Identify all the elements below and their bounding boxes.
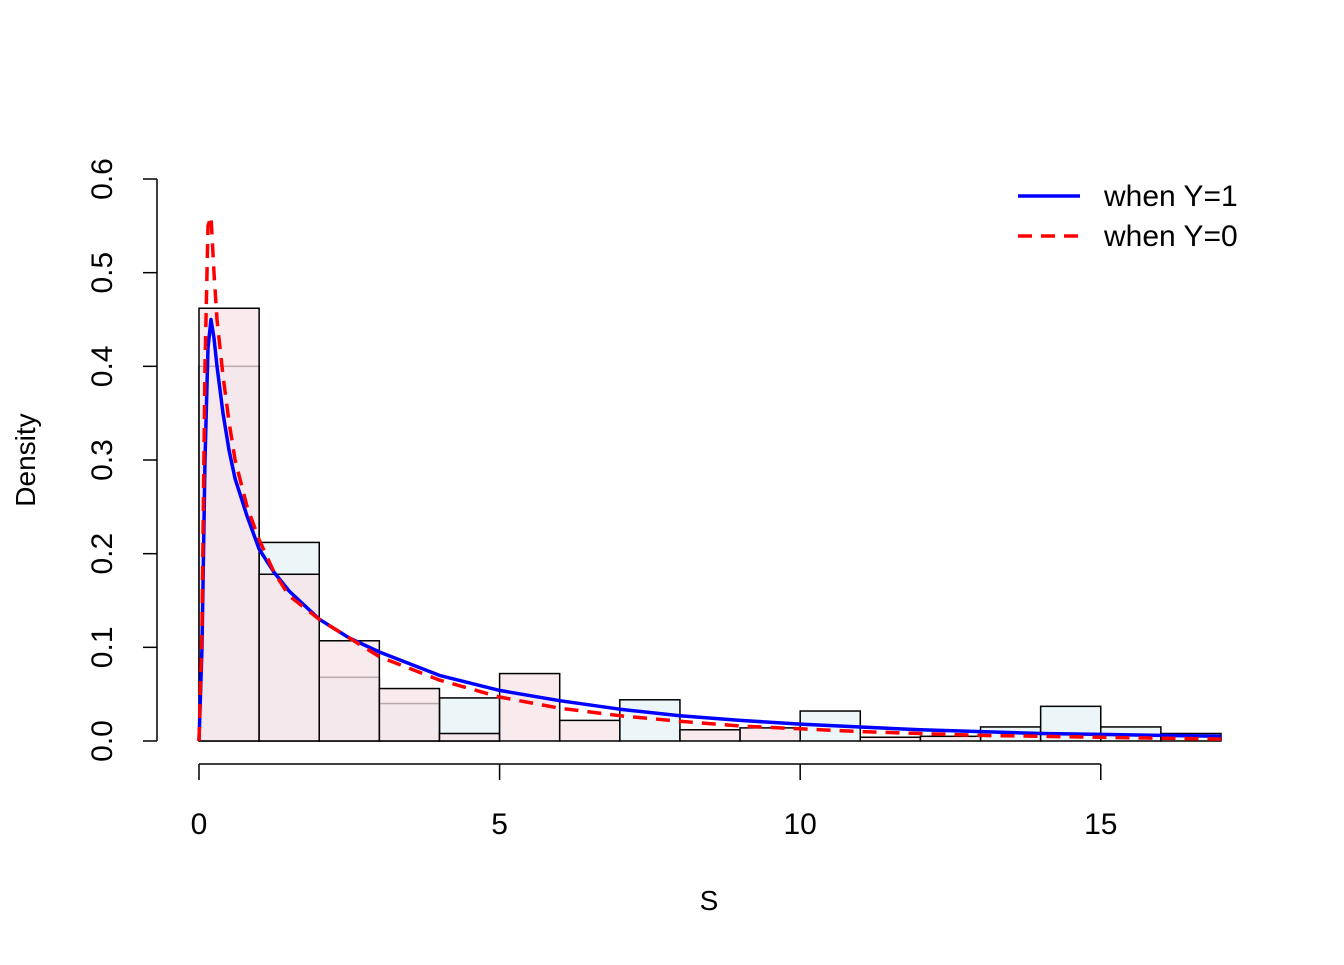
y-tick-label-5: 0.5 — [86, 252, 119, 294]
density-curves — [197, 214, 1222, 742]
hist-bar-y0-6 — [558, 719, 621, 742]
x-tick-label-1: 5 — [491, 808, 508, 841]
y-tick-label-2: 0.2 — [86, 533, 119, 575]
y-tick-label-6: 0.6 — [86, 158, 119, 200]
y-tick-label-0: 0.0 — [86, 720, 119, 762]
density-curve-y0 — [197, 214, 1222, 742]
x-tick-label-2: 10 — [783, 808, 816, 841]
legend-label-y1: when Y=1 — [1103, 180, 1238, 213]
hist-bar-y0-11 — [859, 736, 922, 742]
legend-label-y0: when Y=0 — [1103, 220, 1238, 253]
hist-bar-y0-8 — [679, 729, 741, 742]
hist-bar-y0-2 — [318, 640, 381, 742]
y-tick-label-1: 0.1 — [86, 626, 119, 668]
hist-bar-y0-3 — [378, 687, 441, 742]
axes: 0.0 0.1 0.2 0.3 0.4 0.5 0.6 0 5 10 15 — [86, 158, 1117, 841]
hist-bar-y0-1 — [258, 573, 320, 742]
hist-bar-y0-4 — [438, 732, 501, 742]
y-axis-title: Density — [10, 413, 41, 506]
legend: when Y=1 when Y=0 — [1018, 180, 1238, 253]
x-tick-label-3: 15 — [1084, 808, 1117, 841]
y-tick-label-4: 0.4 — [86, 345, 119, 387]
hist-bar-y0-9 — [739, 727, 801, 742]
hist-bar-y0-12 — [919, 735, 982, 742]
histogram-bars — [198, 307, 1222, 742]
y-tick-label-3: 0.3 — [86, 439, 119, 481]
x-axis-title: S — [700, 885, 719, 916]
hist-bar-y1-7 — [619, 699, 681, 742]
x-tick-label-0: 0 — [191, 808, 208, 841]
